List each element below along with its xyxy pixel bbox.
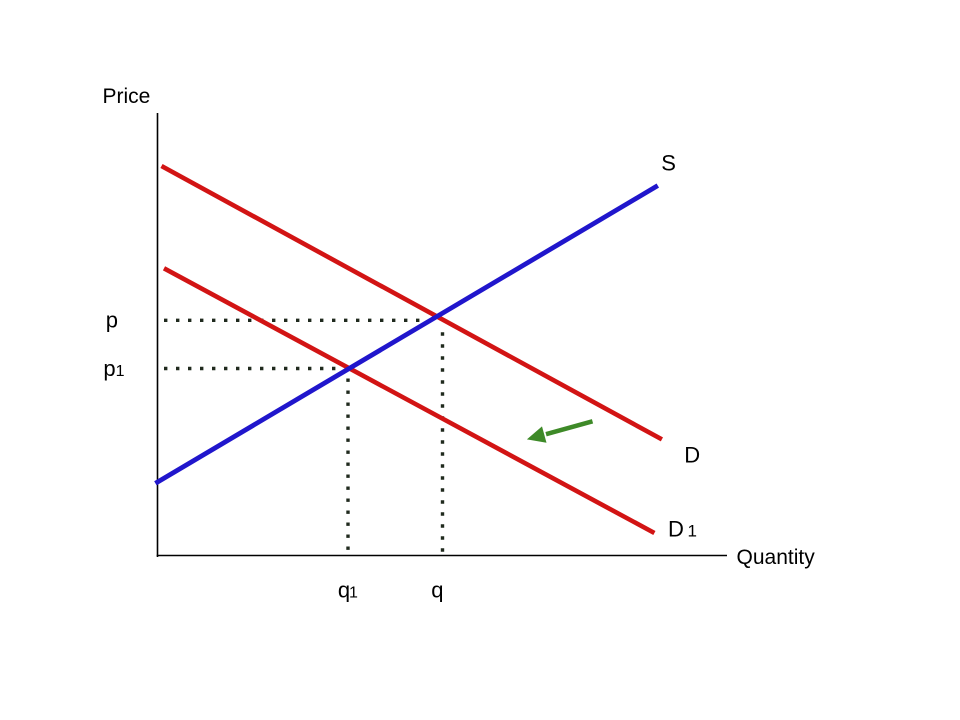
svg-text:p1: p1 — [103, 356, 124, 381]
svg-text:S: S — [661, 150, 676, 175]
svg-text:q1: q1 — [338, 577, 358, 602]
svg-text:Price: Price — [103, 85, 151, 108]
svg-text:Quantity: Quantity — [737, 546, 816, 569]
svg-text:q: q — [431, 577, 443, 602]
svg-text:D1: D1 — [668, 517, 697, 542]
svg-text:p: p — [106, 308, 118, 333]
svg-text:D: D — [684, 443, 700, 468]
